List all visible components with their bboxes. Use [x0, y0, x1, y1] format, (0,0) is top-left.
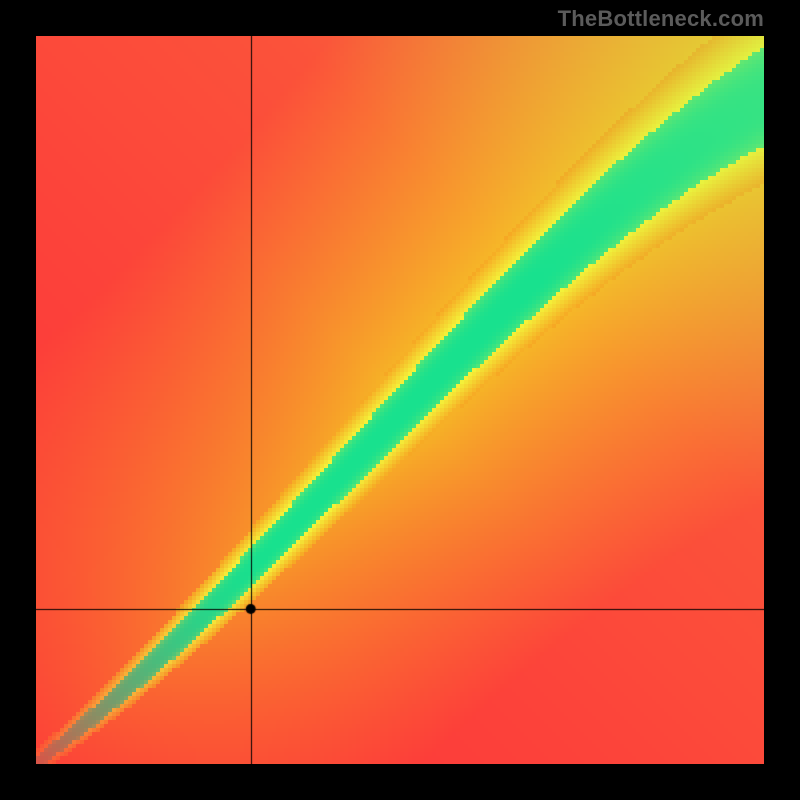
crosshair-overlay: [36, 36, 764, 764]
watermark-text: TheBottleneck.com: [558, 6, 764, 32]
chart-container: TheBottleneck.com: [0, 0, 800, 800]
